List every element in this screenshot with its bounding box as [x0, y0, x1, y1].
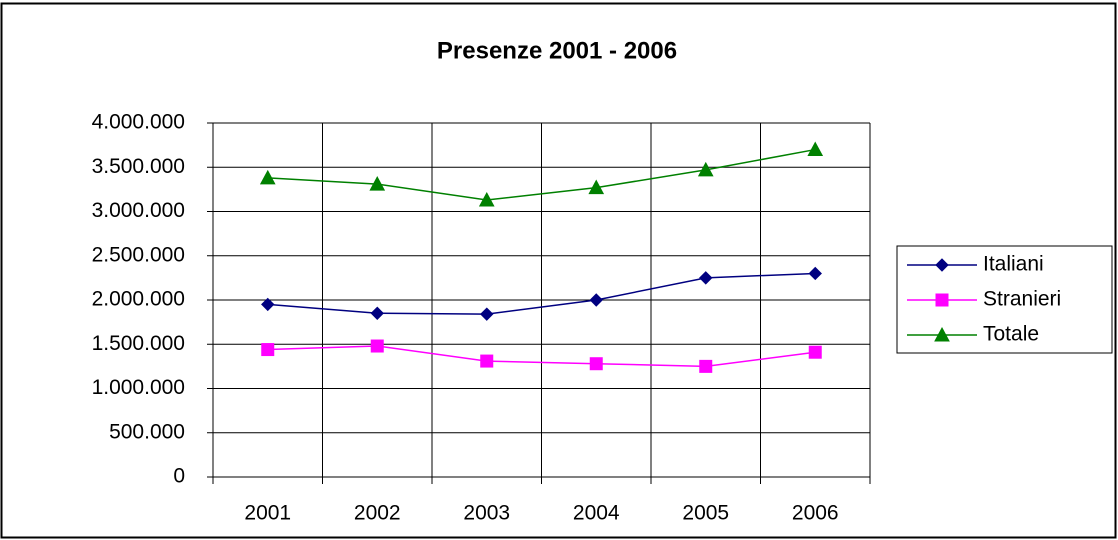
- series-line: [267, 148, 816, 201]
- x-tick-label: 2004: [573, 502, 620, 525]
- y-tick-label: 3.000.000: [92, 199, 185, 222]
- x-tick-label: 2001: [244, 502, 291, 525]
- data-point: [699, 359, 713, 373]
- legend-label: Totale: [983, 323, 1039, 346]
- y-tick-label: 2.500.000: [92, 243, 185, 266]
- data-point: [588, 179, 605, 195]
- y-tick-label: 3.500.000: [92, 155, 185, 178]
- series-line: [267, 272, 816, 315]
- data-point: [370, 306, 384, 320]
- series-line: [267, 345, 816, 368]
- x-tick-label: 2003: [463, 502, 510, 525]
- y-tick-label: 1.000.000: [92, 376, 185, 399]
- data-point: [370, 339, 384, 353]
- y-tick-label: 2.000.000: [92, 288, 185, 311]
- data-point: [480, 354, 494, 368]
- data-point: [261, 297, 275, 312]
- x-tick-label: 2006: [792, 502, 839, 525]
- legend-marker: [935, 258, 949, 272]
- y-tick-label: 1.500.000: [92, 332, 185, 355]
- data-point: [259, 169, 276, 185]
- y-tick-label: 0: [173, 465, 185, 488]
- legend-marker: [935, 293, 949, 307]
- legend-label: Stranieri: [983, 288, 1061, 311]
- data-point: [807, 141, 824, 157]
- data-point: [589, 357, 603, 371]
- data-point: [699, 271, 713, 285]
- y-tick-label: 4.000.000: [92, 111, 185, 134]
- legend-marker: [934, 326, 950, 342]
- x-tick-label: 2005: [682, 502, 729, 525]
- data-point: [478, 191, 495, 207]
- data-point: [697, 161, 714, 177]
- data-point: [808, 345, 822, 359]
- data-point: [589, 293, 603, 307]
- data-point: [369, 176, 386, 191]
- x-tick-label: 2002: [354, 502, 401, 525]
- data-point: [808, 266, 822, 281]
- legend-label: Italiani: [983, 253, 1044, 276]
- data-point: [261, 343, 275, 357]
- data-point: [480, 307, 494, 321]
- y-tick-label: 500.000: [109, 420, 185, 443]
- chart-title: Presenze 2001 - 2006: [437, 37, 677, 64]
